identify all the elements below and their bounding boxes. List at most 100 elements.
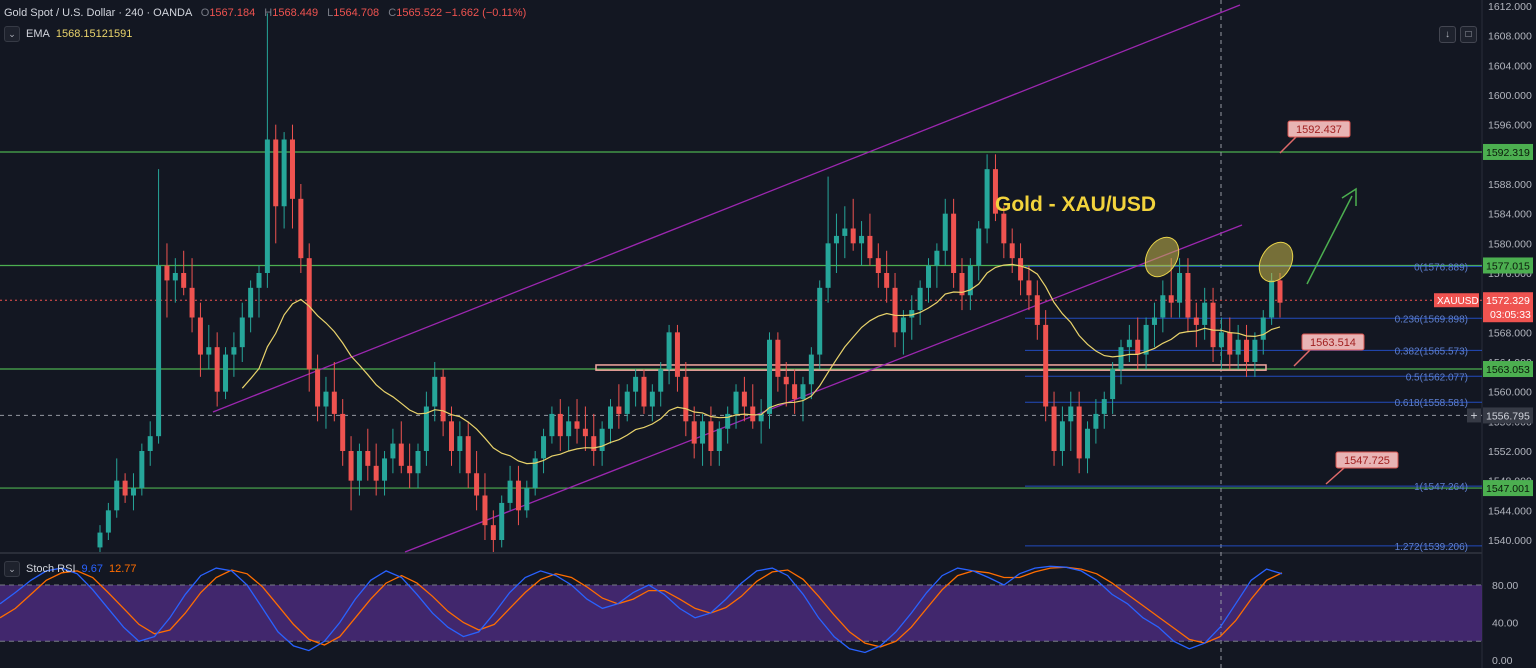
high-value: 1568.449 <box>272 7 319 19</box>
candle-body <box>833 235 839 244</box>
candle-body <box>340 413 346 451</box>
fib-level-label: 0.236(1569.898) <box>1395 314 1468 325</box>
candles <box>97 13 1283 552</box>
candle-body <box>239 317 245 348</box>
candle-body <box>967 265 973 296</box>
symbol-tag-label: XAUUSD <box>1437 296 1479 307</box>
candle-body <box>1193 317 1199 325</box>
candle-body <box>1252 339 1258 362</box>
candle-body <box>976 228 982 266</box>
candle-body <box>808 354 814 385</box>
stoch-d-value: 12.77 <box>108 563 137 575</box>
candle-body <box>892 287 898 333</box>
candle-body <box>700 421 706 444</box>
candle-body <box>683 376 689 422</box>
candle-body <box>850 228 856 244</box>
candle-body <box>926 265 932 288</box>
candle-body <box>1110 369 1116 400</box>
stoch-label[interactable]: Stoch RSI <box>26 563 76 575</box>
price-tick-label: 1600.000 <box>1488 90 1532 102</box>
candle-body <box>382 458 388 481</box>
ema-value: 1568.15121591 <box>55 28 133 40</box>
fib-level-label: 0.382(1565.573) <box>1395 346 1468 357</box>
candle-body <box>164 265 170 281</box>
candle-body <box>674 332 680 377</box>
candle-body <box>1185 273 1191 318</box>
candle-body <box>775 339 781 377</box>
candle-body <box>1135 339 1141 355</box>
candle-body <box>122 480 128 496</box>
candle-body <box>917 287 923 311</box>
stoch-legend: ⌄ Stoch RSI 9.67 12.77 <box>4 561 136 577</box>
low-value: 1564.708 <box>333 7 380 19</box>
candle-body <box>1151 317 1157 325</box>
price-tick-label: 1552.000 <box>1488 446 1532 458</box>
symbol-title[interactable]: Gold Spot / U.S. Dollar · 240 · OANDA <box>4 7 192 19</box>
candle-body <box>607 406 613 429</box>
candle-body <box>181 273 187 288</box>
level-price-tag <box>1483 143 1533 160</box>
callout-value: 1592.437 <box>1296 124 1342 136</box>
candle-body <box>1034 295 1040 325</box>
fib-level-label: 1(1547.264) <box>1414 482 1468 493</box>
candle-body <box>273 139 279 207</box>
candle-body <box>649 391 655 407</box>
price-tick-label: 1612.000 <box>1488 1 1532 13</box>
candle-body <box>1260 317 1266 340</box>
price-tick-label: 1568.000 <box>1488 327 1532 339</box>
fullscreen-icon[interactable]: □ <box>1460 26 1477 43</box>
callout-box <box>1287 120 1351 138</box>
highlight-ellipse <box>1258 241 1294 283</box>
candle-body <box>875 258 881 273</box>
candle-body <box>1235 339 1241 355</box>
candle-body <box>432 376 438 407</box>
candle-body <box>507 480 513 503</box>
candle-body <box>1277 280 1283 303</box>
stoch-tick-label: 80.00 <box>1492 580 1518 592</box>
level-price-tag <box>1483 257 1533 274</box>
callout-box <box>1301 333 1365 351</box>
candle-body <box>1059 421 1065 451</box>
callout-value: 1547.725 <box>1344 455 1390 467</box>
candle-body <box>172 273 178 281</box>
level-price-tag-label: 1592.319 <box>1486 147 1530 159</box>
candle-body <box>97 532 103 548</box>
candle-body <box>223 354 229 392</box>
candle-body <box>264 139 270 273</box>
channel-lower-line <box>404 224 1243 553</box>
ema-label[interactable]: EMA <box>26 28 50 40</box>
candle-body <box>867 235 873 259</box>
chart-annotation-title: Gold - XAU/USD <box>995 193 1156 216</box>
candle-body <box>691 421 697 444</box>
callout-pointer <box>1293 349 1311 367</box>
stoch-band <box>0 585 1482 642</box>
price-tick-label: 1604.000 <box>1488 60 1532 72</box>
chevron-down-icon[interactable]: ⌄ <box>4 561 20 577</box>
fibonacci-levels: 0(1576.889) 0.236(1569.898) 0.382(1565.573… <box>1025 262 1482 553</box>
candle-body <box>708 421 714 451</box>
candle-body <box>1202 302 1208 325</box>
candle-body <box>348 451 354 481</box>
candle-body <box>1085 428 1091 459</box>
price-tick-label: 1584.000 <box>1488 209 1532 221</box>
candle-body <box>373 465 379 481</box>
candle-body <box>448 421 454 451</box>
price-tick-label: 1596.000 <box>1488 120 1532 132</box>
price-tick-label: 1544.000 <box>1488 505 1532 517</box>
stoch-k-value: 9.67 <box>81 563 103 575</box>
candle-body <box>390 443 396 459</box>
candle-body <box>758 413 764 422</box>
candle-body <box>1018 258 1024 281</box>
candle-body <box>1068 406 1074 422</box>
candle-body <box>624 391 630 414</box>
candle-body <box>792 384 798 400</box>
fib-level-label: 1.272(1539.206) <box>1395 542 1468 553</box>
candle-body <box>331 391 337 414</box>
candle-body <box>1101 399 1107 414</box>
price-axis[interactable]: 1612.000 1608.000 1604.000 1600.000 1596.000… <box>1434 1 1533 667</box>
candle-body <box>725 413 731 429</box>
chevron-down-icon[interactable]: ⌄ <box>4 26 20 42</box>
arrow-down-icon[interactable]: ↓ <box>1439 26 1456 43</box>
plus-icon: + <box>1470 408 1477 422</box>
